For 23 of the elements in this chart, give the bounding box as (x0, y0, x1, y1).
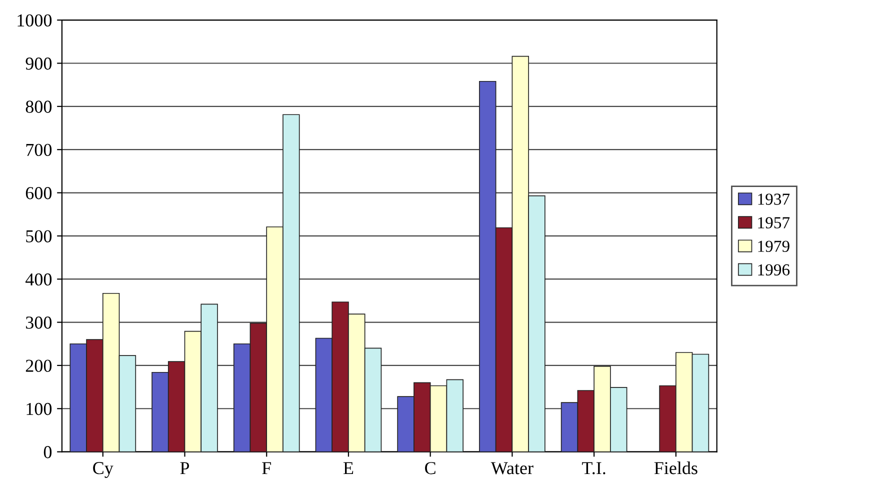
y-tick-label: 800 (26, 100, 52, 113)
legend-label: 1996 (758, 264, 790, 276)
y-tick-label: 700 (26, 144, 52, 156)
legend-label: 1957 (758, 217, 790, 228)
x-tick-label: Cy (93, 462, 114, 478)
x-tick-label: Water (490, 462, 534, 474)
y-tick-label: 300 (26, 316, 52, 329)
legend-label: 1937 (758, 194, 790, 205)
x-tick-label: P (180, 462, 190, 474)
y-tick-label: 500 (26, 230, 52, 242)
y-tick-label: 200 (26, 360, 52, 372)
y-tick-label: 100 (26, 402, 52, 416)
y-tick-label: 400 (25, 273, 52, 286)
y-tick-label: 0 (44, 446, 52, 458)
x-tick-label: E (343, 462, 354, 474)
y-tick-label: 600 (26, 187, 52, 200)
y-tick-label: 1000 (18, 14, 52, 27)
x-tick-label: F (262, 462, 271, 474)
legend-label: 1979 (758, 240, 790, 252)
x-tick-label: C (425, 462, 436, 474)
y-tick-label: 900 (26, 58, 52, 70)
x-tick-label: Fields (654, 462, 698, 474)
x-tick-label: T.I. (582, 462, 606, 474)
